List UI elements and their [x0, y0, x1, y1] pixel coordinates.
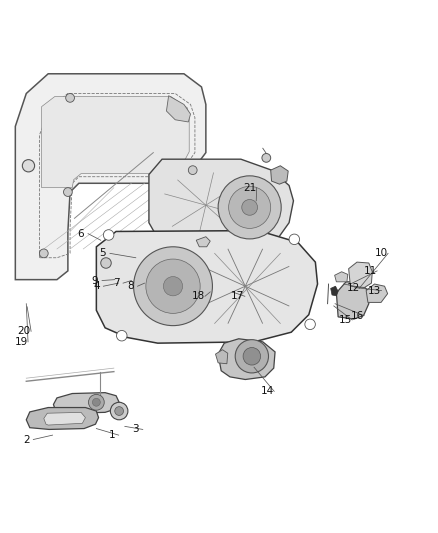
Text: 10: 10	[374, 248, 388, 259]
Text: 13: 13	[368, 286, 381, 296]
Circle shape	[101, 258, 111, 268]
Polygon shape	[196, 237, 210, 247]
Polygon shape	[366, 284, 388, 302]
Polygon shape	[335, 272, 348, 282]
Circle shape	[39, 249, 48, 258]
Polygon shape	[218, 339, 275, 379]
Text: 6: 6	[78, 229, 85, 239]
Text: 7: 7	[113, 278, 120, 288]
Circle shape	[218, 176, 281, 239]
Circle shape	[22, 159, 35, 172]
Circle shape	[146, 259, 200, 313]
Text: 5: 5	[99, 248, 106, 259]
Circle shape	[289, 234, 300, 245]
Polygon shape	[96, 231, 318, 343]
Text: 20: 20	[18, 326, 31, 336]
Polygon shape	[149, 159, 293, 245]
Circle shape	[115, 407, 124, 415]
Text: 11: 11	[364, 266, 377, 276]
Polygon shape	[336, 282, 369, 319]
Circle shape	[134, 247, 212, 326]
Polygon shape	[215, 350, 228, 364]
Circle shape	[163, 277, 183, 296]
Text: 21: 21	[243, 183, 256, 192]
Circle shape	[229, 187, 271, 229]
Text: 1: 1	[108, 430, 115, 440]
Circle shape	[88, 394, 104, 410]
Polygon shape	[42, 96, 189, 188]
Polygon shape	[152, 232, 162, 240]
Circle shape	[110, 402, 128, 420]
Circle shape	[103, 230, 114, 240]
Polygon shape	[53, 393, 119, 413]
Circle shape	[242, 199, 258, 215]
Polygon shape	[166, 96, 191, 122]
Polygon shape	[271, 166, 288, 184]
Text: 15: 15	[339, 315, 352, 325]
Circle shape	[92, 398, 100, 406]
Polygon shape	[331, 286, 338, 296]
Text: 16: 16	[350, 311, 364, 320]
Circle shape	[262, 154, 271, 162]
Circle shape	[66, 93, 74, 102]
Circle shape	[117, 330, 127, 341]
Text: 14: 14	[261, 386, 274, 397]
Circle shape	[243, 348, 261, 365]
Polygon shape	[26, 408, 99, 430]
Polygon shape	[44, 413, 85, 425]
Text: 17: 17	[231, 291, 244, 301]
Text: 12: 12	[347, 282, 360, 293]
Text: 9: 9	[92, 276, 99, 286]
Circle shape	[305, 319, 315, 329]
Text: 4: 4	[93, 281, 100, 291]
Text: 18: 18	[191, 291, 205, 301]
Polygon shape	[349, 262, 372, 287]
Text: 2: 2	[23, 434, 30, 445]
Circle shape	[188, 166, 197, 174]
Circle shape	[64, 188, 72, 197]
Circle shape	[235, 340, 268, 373]
Text: 3: 3	[132, 424, 139, 434]
Text: 19: 19	[14, 337, 28, 347]
Text: 8: 8	[127, 281, 134, 291]
Polygon shape	[15, 74, 206, 280]
